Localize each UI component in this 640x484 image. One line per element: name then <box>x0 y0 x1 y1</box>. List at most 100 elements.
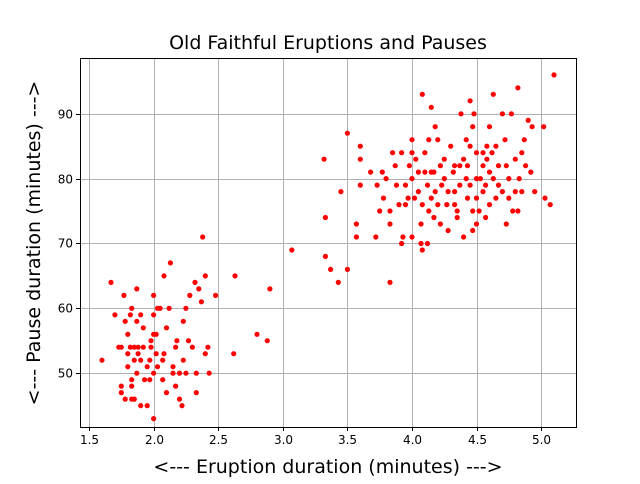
y-tick-label: 60 <box>58 302 73 316</box>
data-point <box>405 195 411 201</box>
data-point <box>151 292 157 298</box>
data-point <box>480 163 486 169</box>
data-point <box>368 169 374 175</box>
data-point <box>142 377 148 383</box>
x-tick-label: 2.0 <box>145 433 164 447</box>
data-point <box>129 377 135 383</box>
data-point <box>353 221 359 227</box>
data-point <box>452 202 458 208</box>
data-point <box>437 221 443 227</box>
data-point <box>519 150 525 156</box>
data-point <box>173 344 179 350</box>
data-point <box>264 338 270 344</box>
data-point <box>377 208 383 214</box>
data-point <box>344 130 350 136</box>
data-point <box>486 124 493 130</box>
data-point <box>490 91 496 97</box>
data-point <box>461 234 467 240</box>
data-point <box>183 370 189 376</box>
data-point <box>125 331 131 337</box>
data-point <box>476 208 482 214</box>
data-point <box>470 208 476 214</box>
data-point <box>432 124 438 130</box>
data-point <box>167 260 173 266</box>
data-point <box>153 331 159 337</box>
data-point <box>467 143 473 149</box>
data-point <box>176 396 183 402</box>
data-point <box>135 351 141 357</box>
data-point <box>383 176 389 182</box>
data-point <box>129 383 135 389</box>
data-point <box>122 396 128 402</box>
data-point <box>131 396 137 402</box>
data-point <box>411 195 418 201</box>
data-point <box>428 195 434 201</box>
data-point <box>463 137 469 143</box>
data-point <box>399 150 405 156</box>
data-point <box>431 214 437 221</box>
data-point <box>415 169 421 175</box>
data-point <box>470 124 476 130</box>
data-point <box>512 156 518 162</box>
data-point <box>419 247 425 253</box>
data-point <box>180 318 186 324</box>
data-point <box>173 383 179 389</box>
data-point <box>380 195 387 201</box>
data-point <box>457 163 463 169</box>
data-point <box>321 156 327 162</box>
data-point <box>393 182 400 188</box>
data-point <box>140 325 146 331</box>
x-axis-label: <--- Eruption duration (minutes) ---> <box>153 456 502 478</box>
data-point <box>118 390 124 396</box>
data-point <box>344 266 350 272</box>
data-point <box>477 176 483 182</box>
data-point <box>493 195 499 201</box>
y-tick-label: 70 <box>58 237 73 251</box>
data-point <box>170 364 176 370</box>
data-point <box>163 325 170 331</box>
data-point <box>515 208 521 214</box>
data-point <box>547 202 553 208</box>
data-point <box>198 299 204 305</box>
data-point <box>118 344 124 350</box>
data-point <box>387 279 393 285</box>
data-point <box>444 202 450 208</box>
data-point <box>399 240 405 247</box>
data-point <box>409 176 415 182</box>
data-point <box>112 312 118 318</box>
data-point <box>502 137 508 143</box>
data-point <box>499 111 505 117</box>
data-point <box>512 189 518 195</box>
data-point <box>503 221 509 227</box>
data-point <box>148 338 154 344</box>
data-points <box>99 72 557 422</box>
data-point <box>409 234 415 240</box>
axis-ticks: 1.5 2.0 2.5 3.0 3.5 4.0 4.5 5.0 50 60 70 80 90 <box>58 108 551 448</box>
data-point <box>463 176 469 182</box>
data-point <box>322 253 328 259</box>
data-point <box>131 357 137 363</box>
data-point <box>179 403 185 409</box>
data-point <box>144 364 150 370</box>
data-point <box>127 344 133 350</box>
data-point <box>121 292 127 298</box>
data-point <box>473 221 480 227</box>
data-point <box>426 208 432 214</box>
data-point <box>138 312 144 318</box>
data-point <box>127 312 133 318</box>
data-point <box>551 72 557 78</box>
data-point <box>489 150 495 156</box>
data-point <box>138 357 144 363</box>
data-point <box>357 182 363 188</box>
data-point <box>125 351 131 357</box>
data-point <box>486 169 493 175</box>
data-point <box>379 169 385 175</box>
data-point <box>202 273 208 279</box>
data-point <box>510 208 516 214</box>
data-point <box>525 117 531 123</box>
data-point <box>464 195 471 201</box>
data-point <box>140 344 146 350</box>
data-point <box>160 357 166 363</box>
